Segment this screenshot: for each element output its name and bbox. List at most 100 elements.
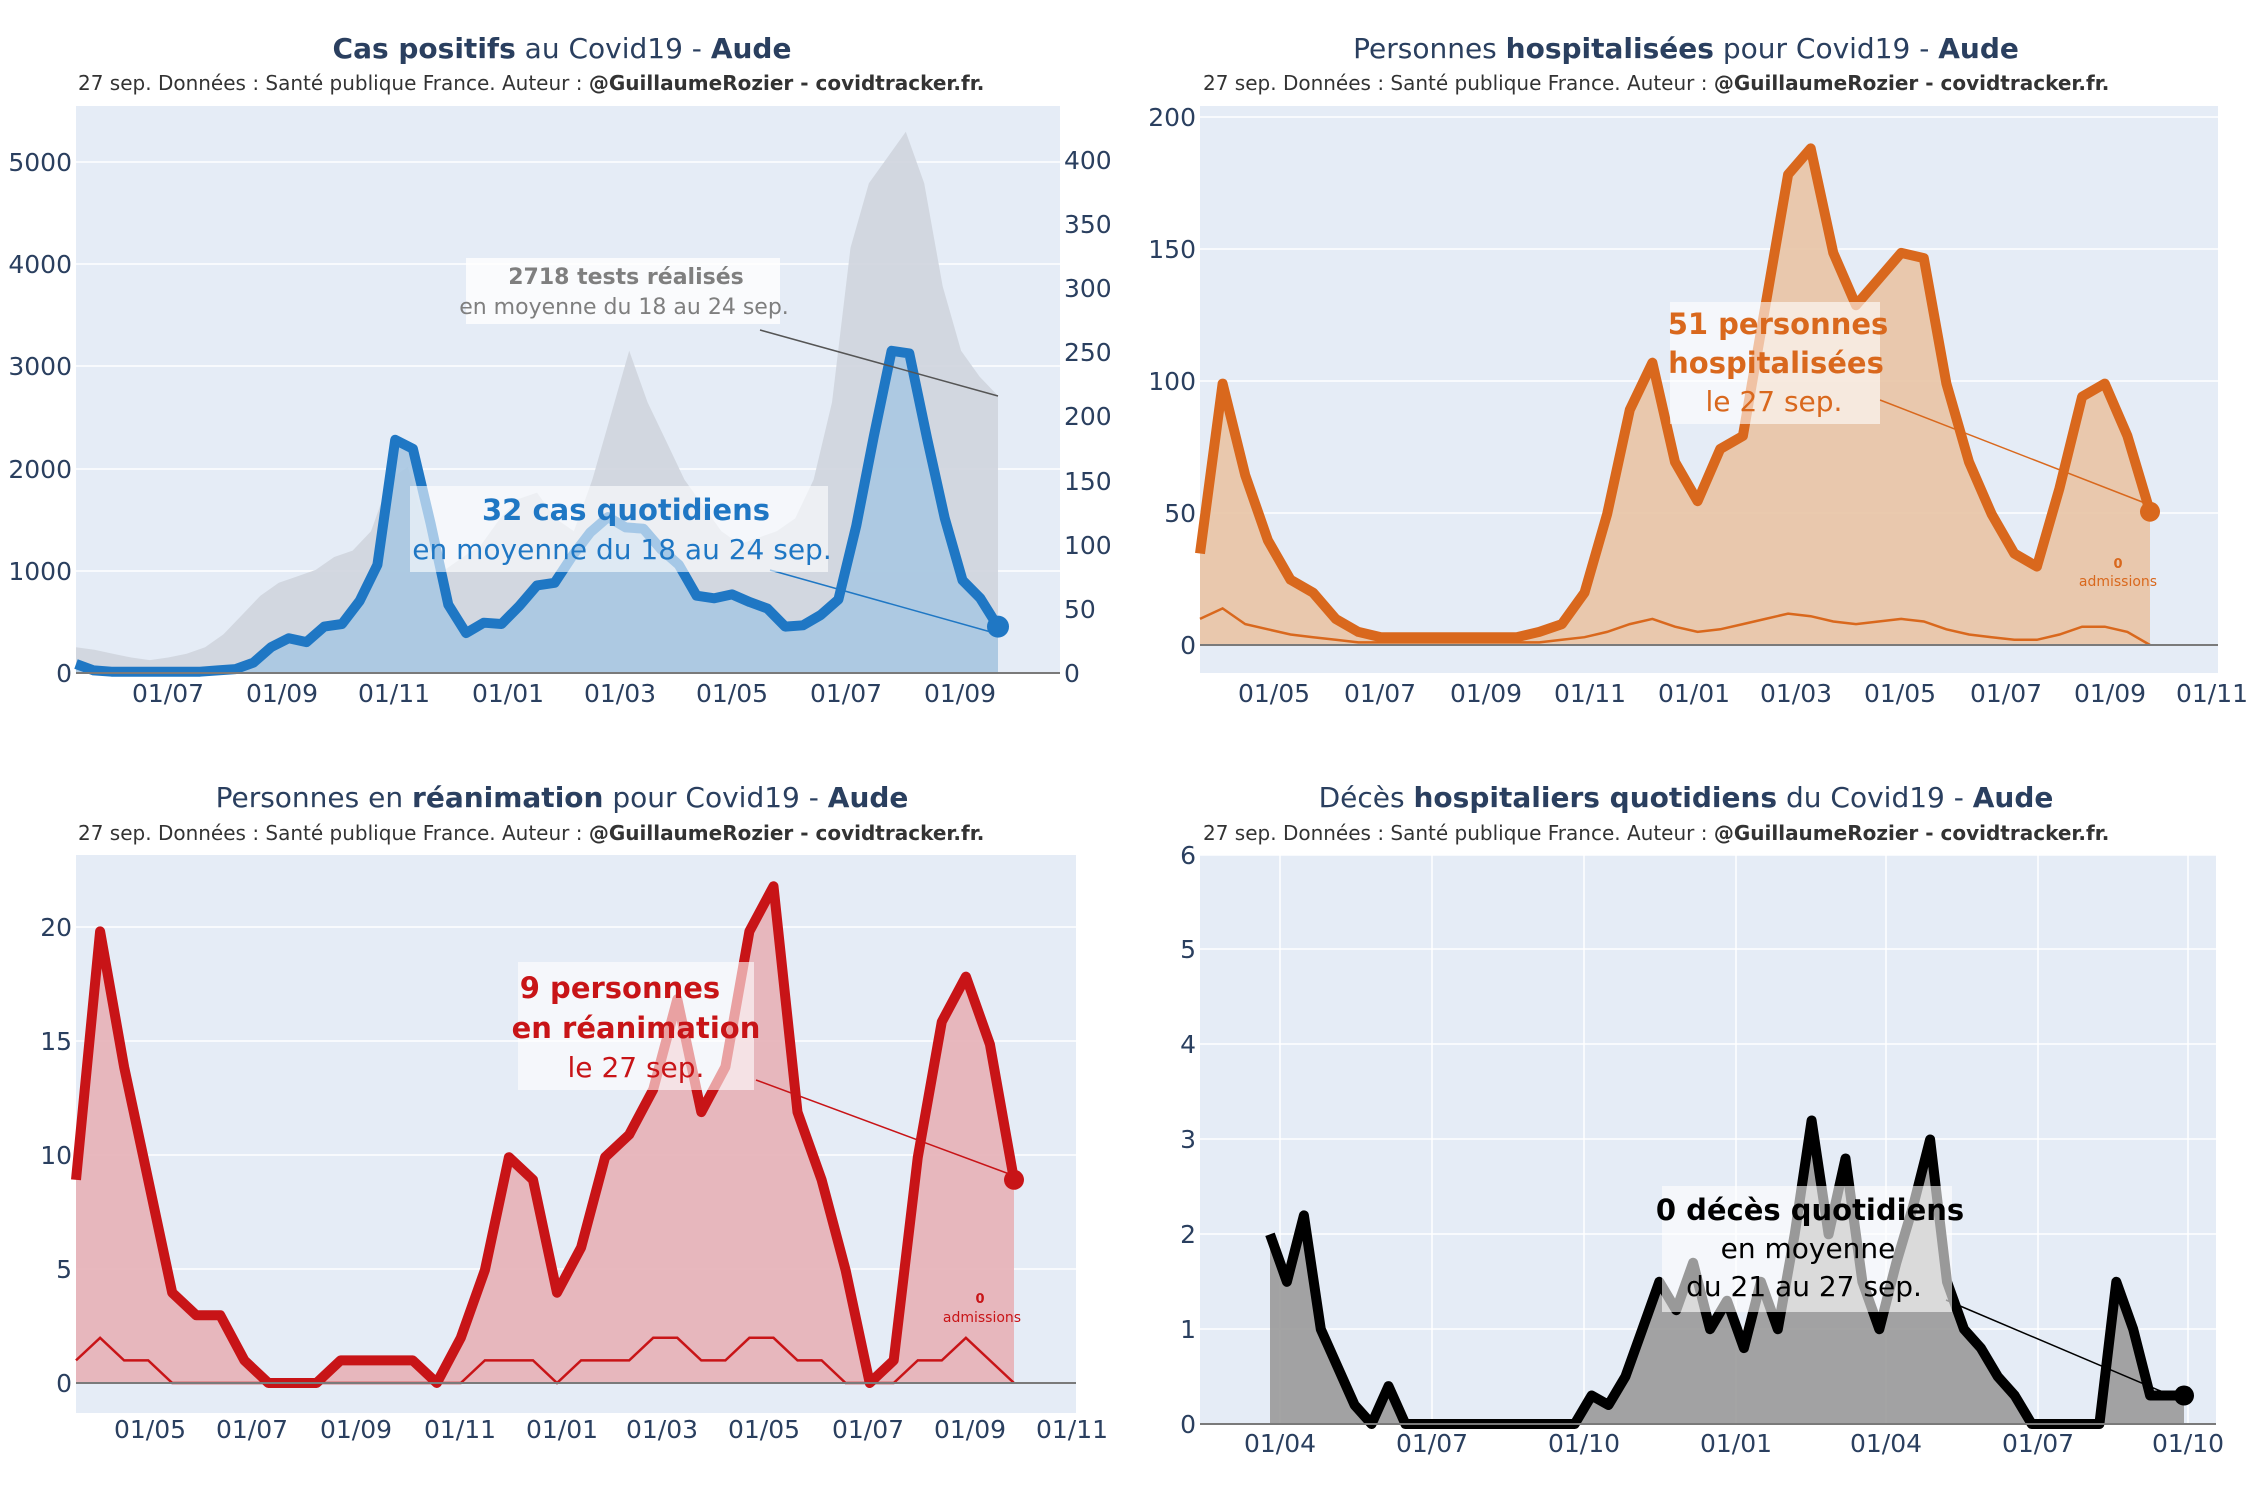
hosp-title-part-3: Aude: [1938, 32, 2019, 65]
deces-annotation-arrow: [1945, 1299, 2171, 1396]
x-tick: 01/07: [1344, 679, 1416, 708]
hosp-title-part-0: Personnes: [1353, 32, 1506, 65]
hosp-x-ticks: 01/05 01/07 01/09 01/11 01/01 01/03 01/0…: [1238, 679, 2248, 708]
y-tick: 0: [56, 1369, 72, 1398]
x-tick: 01/05: [1864, 679, 1936, 708]
rea-title-part-2: pour Covid19 -: [603, 781, 827, 814]
x-tick: 01/07: [216, 1415, 288, 1444]
x-tick: 01/03: [584, 679, 656, 708]
deces-title-part-2: du Covid19 -: [1777, 781, 1973, 814]
hosp-admissions-value: 0: [2113, 557, 2122, 572]
cas-annotation-text: en moyenne du 18 au 24 sep.: [412, 533, 831, 566]
deces-annotation-line-2: du 21 au 27 sep.: [1686, 1270, 1922, 1303]
x-tick: 01/01: [1658, 679, 1730, 708]
tests-annotation-arrow: [759, 329, 999, 397]
rea-title-part-3: Aude: [828, 781, 909, 814]
hosp-title-part-1: hospitalisées: [1506, 32, 1714, 65]
hosp-annotation-arrow: [1879, 399, 2151, 506]
deces-area: [1270, 1120, 2184, 1424]
x-tick: 01/05: [728, 1415, 800, 1444]
y-tick: 2: [1180, 1220, 1196, 1249]
y2-tick: 0: [1064, 659, 1080, 688]
deces-annotation-box: [1662, 1186, 1952, 1312]
y-tick: 1: [1180, 1315, 1196, 1344]
hosp-subtitle-prefix: 27 sep. Données : Santé publique France.…: [1203, 71, 1714, 95]
y-tick: 3: [1180, 1125, 1196, 1154]
panel-cas: Cas positifs au Covid19 - Aude 27 sep. D…: [8, 32, 1111, 708]
x-tick: 01/05: [696, 679, 768, 708]
hosp-subtitle: 27 sep. Données : Santé publique France.…: [1203, 71, 2109, 95]
deces-subtitle-prefix: 27 sep. Données : Santé publique France.…: [1203, 821, 1714, 845]
y-tick: 0: [56, 659, 72, 688]
tests-annotation-box: [466, 258, 780, 324]
deces-subtitle-author: @GuillaumeRozier - covidtracker.fr.: [1714, 821, 2109, 845]
cas-title: Cas positifs au Covid19 - Aude: [333, 32, 792, 65]
x-tick: 01/01: [526, 1415, 598, 1444]
rea-title: Personnes en réanimation pour Covid19 - …: [216, 781, 909, 814]
cas-y2-ticks: 0 50 100 150 200 250 300 350 400: [1064, 146, 1112, 688]
x-tick: 01/11: [1036, 1415, 1108, 1444]
y-tick: 10: [40, 1141, 72, 1170]
tests-annotation-text: en moyenne du 18 au 24 sep.: [459, 295, 789, 320]
deces-title: Décès hospitaliers quotidiens du Covid19…: [1319, 781, 2054, 814]
rea-y-ticks: 0 5 10 15 20: [40, 913, 72, 1398]
y2-tick: 50: [1064, 595, 1096, 624]
x-tick: 01/05: [1238, 679, 1310, 708]
x-tick: 01/04: [1244, 1429, 1316, 1458]
hosp-subtitle-author: @GuillaumeRozier - covidtracker.fr.: [1714, 71, 2109, 95]
deces-annotation-line-1: en moyenne: [1721, 1232, 1896, 1265]
deces-title-part-3: Aude: [1973, 781, 2054, 814]
hosp-annotation-bold2: hospitalisées: [1668, 346, 1884, 380]
panel-deces: Décès hospitaliers quotidiens du Covid19…: [1180, 781, 2224, 1458]
rea-x-ticks: 01/05 01/07 01/09 01/11 01/01 01/03 01/0…: [114, 1415, 1108, 1444]
rea-subtitle-author: @GuillaumeRozier - covidtracker.fr.: [589, 821, 984, 845]
deces-last-point: [2174, 1385, 2194, 1406]
y2-tick: 300: [1064, 274, 1112, 303]
hosp-annotation-text: le 27 sep.: [1706, 385, 1843, 418]
rea-annotation-arrow: [755, 1079, 1013, 1176]
rea-annotation-text: le 27 sep.: [568, 1051, 705, 1084]
cas-annotation-bold: 32 cas quotidiens: [482, 493, 770, 527]
x-tick: 01/05: [114, 1415, 186, 1444]
rea-annotation-bold: 9 personnes: [520, 971, 720, 1005]
y-tick: 100: [1148, 367, 1196, 396]
y-tick: 4: [1180, 1030, 1196, 1059]
deces-annotation-bold: 0 décès quotidiens: [1656, 1193, 1964, 1227]
y-tick: 4000: [8, 250, 72, 279]
y-tick: 6: [1180, 841, 1196, 870]
rea-last-point: [1004, 1169, 1024, 1190]
hosp-annotation-box: [1670, 302, 1880, 424]
y-tick: 0: [1180, 631, 1196, 660]
hosp-area: [1200, 148, 2150, 645]
hosp-admissions-label: admissions: [2079, 574, 2157, 590]
rea-subtitle-prefix: 27 sep. Données : Santé publique France.…: [78, 821, 589, 845]
cases-last-point: [987, 615, 1009, 638]
cas-subtitle-author: @GuillaumeRozier - covidtracker.fr.: [589, 71, 984, 95]
x-tick: 01/03: [626, 1415, 698, 1444]
x-tick: 01/11: [424, 1415, 496, 1444]
hosp-line: [1195, 143, 2155, 643]
y-tick: 20: [40, 913, 72, 942]
x-tick: 01/07: [2002, 1429, 2074, 1458]
cas-annotation-arrow: [769, 569, 999, 635]
x-tick: 01/07: [832, 1415, 904, 1444]
y-tick: 2000: [8, 455, 72, 484]
panel-rea: Personnes en réanimation pour Covid19 - …: [40, 781, 1108, 1444]
deces-y-ticks: 0 1 2 3 4 5 6: [1180, 841, 1196, 1439]
cases-area: [76, 350, 998, 673]
y-tick: 200: [1148, 103, 1196, 132]
rea-admissions-value: 0: [975, 1292, 984, 1307]
hosp-y-ticks: 0 50 100 150 200: [1148, 103, 1196, 660]
panel-hosp: Personnes hospitalisées pour Covid19 - A…: [1148, 32, 2248, 708]
x-tick: 01/01: [472, 679, 544, 708]
cas-subtitle-prefix: 27 sep. Données : Santé publique France.…: [78, 71, 589, 95]
x-tick: 01/03: [1760, 679, 1832, 708]
x-tick: 01/11: [358, 679, 430, 708]
x-tick: 01/10: [2152, 1429, 2224, 1458]
y-tick: 0: [1180, 1410, 1196, 1439]
rea-title-part-0: Personnes en: [216, 781, 412, 814]
rea-line: [71, 881, 1019, 1388]
rea-subtitle: 27 sep. Données : Santé publique France.…: [78, 821, 984, 845]
y-tick: 3000: [8, 352, 72, 381]
